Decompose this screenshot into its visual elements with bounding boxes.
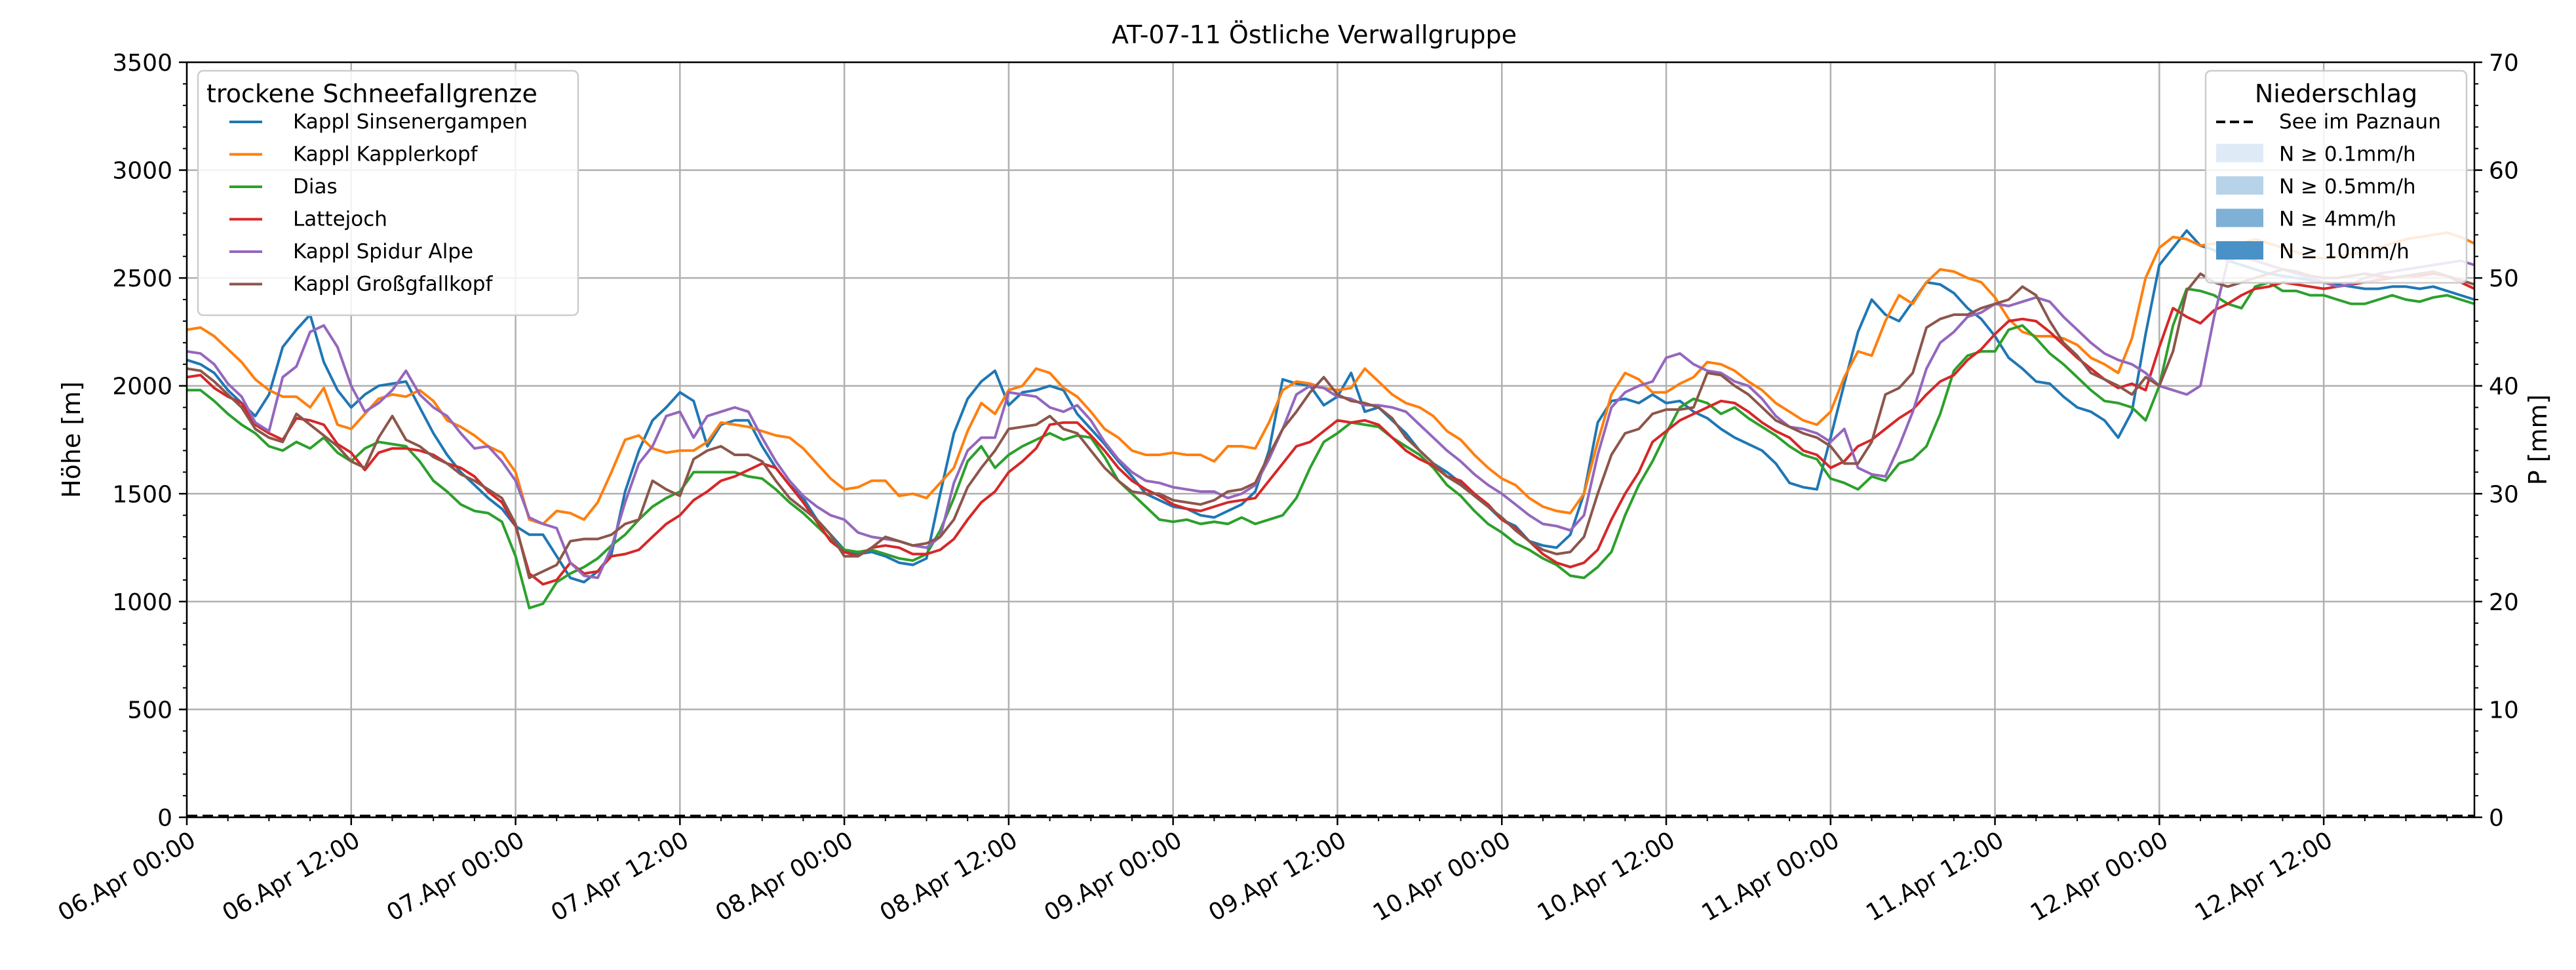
y-tick-label: 2000 (112, 374, 172, 400)
y-tick-label: 1000 (112, 589, 172, 616)
y2-tick-label: 50 (2489, 265, 2519, 292)
series-line-lattejoch (186, 272, 2475, 586)
legend-left-box (197, 69, 579, 317)
legend-left-label: Kappl Sinsenergampen (293, 110, 528, 134)
legend-right-swatch (2216, 176, 2263, 195)
legend-right-label: N ≥ 0.1mm/h (2279, 143, 2416, 166)
legend-left-label: Lattejoch (293, 208, 387, 231)
y2-tick-label: 10 (2489, 697, 2519, 724)
y2-tick-label: 70 (2489, 50, 2519, 77)
legend-left-label: Kappl Großgfallkopf (293, 273, 493, 296)
legend-left-label: Kappl Kapplerkopf (293, 143, 478, 166)
legend-right-label: See im Paznaun (2279, 110, 2441, 134)
y-tick-label: 1500 (112, 481, 172, 508)
series-line-dias (187, 281, 2475, 610)
plot-frame (185, 61, 2476, 819)
legend-left-label: Kappl Spidur Alpe (293, 240, 473, 263)
y-tick-label: 500 (127, 697, 172, 724)
legend-right-swatch (2216, 144, 2263, 163)
y2-tick-label: 0 (2489, 805, 2504, 832)
y2-tick-label: 60 (2489, 158, 2519, 185)
y-tick-label: 0 (157, 805, 172, 832)
legend-right-label: N ≥ 0.5mm/h (2279, 175, 2416, 199)
legend-left-label: Dias (293, 175, 338, 199)
legend-right-label: N ≥ 4mm/h (2279, 208, 2396, 231)
legend-right-swatch (2216, 241, 2263, 260)
series-layer (186, 229, 2475, 610)
y2-tick-label: 30 (2489, 481, 2519, 508)
y-tick-label: 2500 (112, 265, 172, 292)
y2-tick-label: 40 (2489, 374, 2519, 400)
series-line-kappl-gro-gfallkopf (186, 268, 2475, 579)
y-axis-title: Höhe [m] (57, 381, 86, 498)
legend-right-title: Niederschlag (2255, 79, 2417, 108)
chart-title: AT-07-11 Östliche Verwallgruppe (1112, 20, 1517, 49)
series-line-kappl-spidur-alpe (186, 255, 2475, 579)
y-tick-label: 3500 (112, 50, 172, 77)
legend-left-title: trockene Schneefallgrenze (206, 79, 537, 108)
series-line-kappl-kapplerkopf (186, 231, 2475, 526)
legend-right-label: N ≥ 10mm/h (2279, 240, 2410, 263)
legend-right-swatch (2216, 208, 2263, 227)
y2-axis-title: P [mm] (2524, 395, 2552, 486)
legend-right-box (2204, 69, 2468, 284)
y-tick-label: 3000 (112, 158, 172, 185)
y2-tick-label: 20 (2489, 589, 2519, 616)
